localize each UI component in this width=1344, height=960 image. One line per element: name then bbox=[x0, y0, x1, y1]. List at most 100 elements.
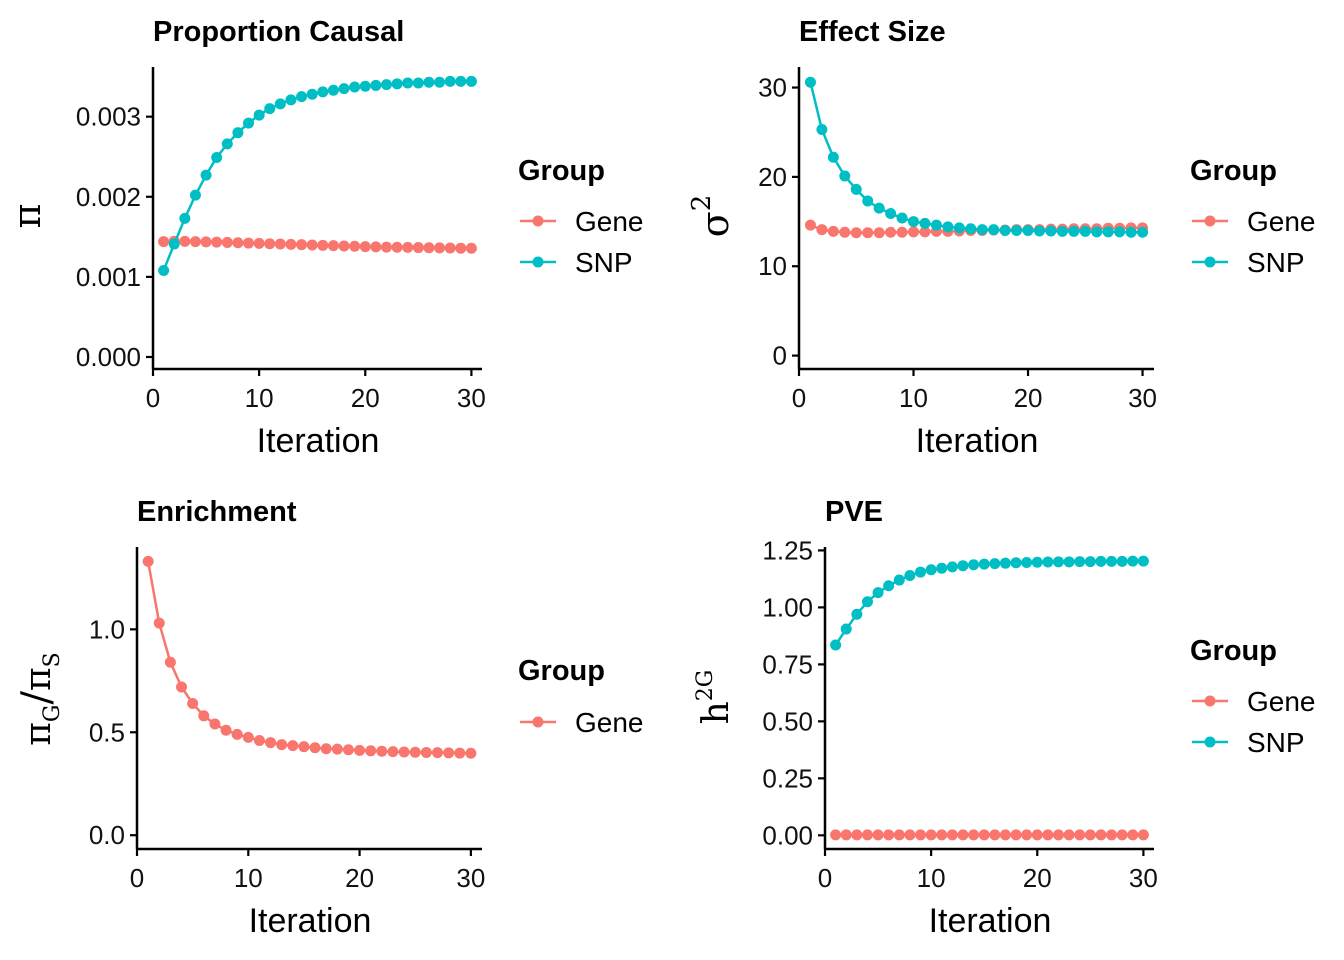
data-point bbox=[327, 240, 339, 252]
data-point bbox=[1137, 829, 1149, 841]
data-point bbox=[200, 236, 212, 248]
data-point bbox=[420, 746, 432, 758]
data-point bbox=[885, 208, 897, 220]
x-tick-label: 30 bbox=[456, 863, 485, 893]
legend-key-point bbox=[1204, 215, 1216, 227]
series-gene bbox=[158, 235, 477, 254]
data-point bbox=[158, 236, 170, 248]
data-point bbox=[978, 829, 990, 841]
y-axis-label-symbol: π bbox=[18, 667, 59, 691]
data-point bbox=[1022, 225, 1034, 237]
y-tick-label: 0.001 bbox=[76, 262, 141, 292]
data-point bbox=[930, 219, 942, 231]
data-point bbox=[444, 242, 456, 254]
data-point bbox=[274, 98, 286, 110]
x-tick-label: 20 bbox=[351, 383, 380, 413]
y-axis-label-superscript: 2G bbox=[693, 670, 718, 702]
data-point bbox=[883, 829, 895, 841]
data-point bbox=[179, 235, 191, 247]
data-point bbox=[1042, 556, 1054, 568]
data-point bbox=[349, 81, 361, 93]
data-point bbox=[209, 718, 221, 730]
series-line bbox=[146, 561, 471, 755]
data-point bbox=[861, 829, 873, 841]
data-point bbox=[1068, 225, 1080, 237]
data-point bbox=[455, 242, 467, 254]
data-point bbox=[189, 189, 201, 201]
series-gene bbox=[830, 829, 1149, 841]
panel-effect-size: Effect Size σ2 Iteration Group Gene SNP … bbox=[687, 16, 1316, 460]
axes: 0 10 20 30 0 10 20 30 bbox=[758, 67, 1157, 413]
legend-label: SNP bbox=[575, 247, 633, 278]
legend: Group Gene SNP bbox=[518, 155, 644, 278]
data-point bbox=[965, 223, 977, 235]
y-axis-label-subscript: S bbox=[40, 652, 65, 667]
data-point bbox=[1114, 226, 1126, 238]
data-point bbox=[243, 117, 255, 129]
data-point bbox=[338, 83, 350, 95]
legend: Group Gene SNP bbox=[1190, 155, 1316, 278]
series-snp bbox=[158, 75, 477, 276]
data-point bbox=[354, 744, 366, 756]
legend: Group Gene bbox=[518, 655, 644, 738]
data-point bbox=[1091, 226, 1103, 238]
data-point bbox=[1127, 829, 1139, 841]
data-point bbox=[804, 76, 816, 88]
data-point bbox=[957, 829, 969, 841]
data-point bbox=[306, 88, 318, 100]
y-tick-label: 0.75 bbox=[762, 649, 813, 679]
series-snp bbox=[830, 555, 1149, 651]
data-point bbox=[1033, 225, 1045, 237]
y-axis-label-symbol: h bbox=[696, 701, 737, 724]
data-point bbox=[989, 829, 1001, 841]
data-point bbox=[976, 224, 988, 236]
x-axis-label: Iteration bbox=[916, 422, 1039, 460]
data-point bbox=[830, 639, 842, 651]
legend-item-gene: Gene bbox=[520, 707, 644, 738]
x-tick-label: 20 bbox=[1023, 863, 1052, 893]
chart-title: Effect Size bbox=[799, 16, 946, 48]
data-point bbox=[306, 239, 318, 251]
y-tick-label: 0.50 bbox=[762, 706, 813, 736]
data-point bbox=[1137, 226, 1149, 238]
data-point bbox=[423, 76, 435, 88]
data-point bbox=[443, 747, 455, 759]
data-point bbox=[908, 226, 920, 238]
axes: 0.00 0.25 0.50 0.75 1.00 1.25 0 10 20 30 bbox=[762, 535, 1157, 893]
data-point bbox=[276, 739, 288, 751]
data-point bbox=[1052, 829, 1064, 841]
y-tick-label: 0.002 bbox=[76, 182, 141, 212]
data-point bbox=[968, 829, 980, 841]
data-point bbox=[1074, 829, 1086, 841]
data-point bbox=[1052, 556, 1064, 568]
data-point bbox=[1031, 829, 1043, 841]
x-axis-label: Iteration bbox=[249, 902, 372, 940]
legend-label: Gene bbox=[575, 206, 644, 237]
data-point bbox=[1095, 829, 1107, 841]
data-point bbox=[908, 216, 920, 228]
data-point bbox=[465, 242, 477, 254]
data-point bbox=[946, 829, 958, 841]
data-point bbox=[309, 742, 321, 754]
data-point bbox=[253, 109, 265, 121]
data-point bbox=[999, 557, 1011, 569]
data-point bbox=[840, 829, 852, 841]
data-point bbox=[827, 151, 839, 163]
legend: Group Gene SNP bbox=[1190, 635, 1316, 758]
data-point bbox=[296, 239, 308, 251]
x-tick-label: 10 bbox=[234, 863, 263, 893]
data-point bbox=[925, 829, 937, 841]
series-gene bbox=[142, 555, 477, 759]
series-snp bbox=[804, 76, 1149, 238]
data-point bbox=[862, 195, 874, 207]
data-point bbox=[287, 740, 299, 752]
legend-key-point bbox=[532, 215, 544, 227]
y-axis-label-subscript: G bbox=[40, 704, 65, 722]
data-point bbox=[915, 566, 927, 578]
chart-title: PVE bbox=[825, 496, 883, 528]
data-point bbox=[243, 237, 255, 249]
data-point bbox=[904, 569, 916, 581]
y-tick-label: 20 bbox=[758, 162, 787, 192]
data-point bbox=[349, 240, 361, 252]
data-point bbox=[444, 75, 456, 87]
